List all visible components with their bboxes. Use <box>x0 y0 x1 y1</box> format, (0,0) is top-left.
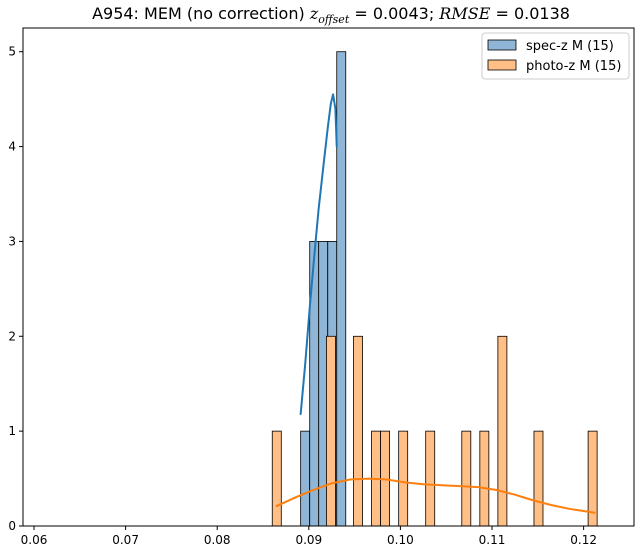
axes-layer: 0.06 0.07 0.08 0.09 0.10 0.11 0.12 0 1 2 3 4 5 <box>8 27 635 547</box>
title-rmse-symbol: RMSE <box>438 4 490 23</box>
kde-layer <box>275 93 596 514</box>
photo-z-bar-10 <box>533 430 544 527</box>
title-prefix: A954: MEM (no correction) <box>92 4 310 23</box>
photo-z-bar-9 <box>497 335 508 527</box>
plot-frame <box>22 27 635 527</box>
y-tick-label-3: 3 <box>8 234 16 248</box>
title-z-value: = 0.0043; <box>349 4 439 23</box>
chart-title: A954: MEM (no correction) zoffset = 0.00… <box>92 4 570 26</box>
photo-z-legend-swatch <box>487 59 517 71</box>
x-tick-label-1: 0.07 <box>112 533 139 547</box>
x-tick-label-2: 0.08 <box>204 533 231 547</box>
legend-box <box>481 32 630 80</box>
photo-z-bar-2 <box>353 335 363 527</box>
title-z-subscript: offset <box>318 13 350 26</box>
title-z-symbol: z <box>309 4 319 23</box>
x-tick-label-6: 0.12 <box>570 533 597 547</box>
photo-z-kde-line <box>275 477 596 514</box>
bars-layer <box>271 51 598 527</box>
y-tick-label-2: 2 <box>8 329 16 343</box>
y-tick-label-1: 1 <box>8 424 16 438</box>
x-tick-label-4: 0.10 <box>387 533 414 547</box>
photo-z-bar-8 <box>479 430 490 527</box>
y-tick-label-5: 5 <box>8 45 16 59</box>
legend: spec-z M (15) photo-z M (15) <box>481 32 630 80</box>
photo-z-bar-7 <box>461 430 472 527</box>
photo-z-bar-0 <box>271 430 282 527</box>
y-tick-label-4: 4 <box>8 140 16 154</box>
x-tick-label-3: 0.09 <box>295 533 322 547</box>
x-tick-label-0: 0.06 <box>21 533 48 547</box>
photo-z-bar-1 <box>325 335 336 527</box>
x-tick-label-5: 0.11 <box>479 533 506 547</box>
spec-z-bar-4 <box>336 51 347 527</box>
spec-z-legend-swatch <box>487 39 517 51</box>
photo-z-legend-label: photo-z M (15) <box>526 59 621 74</box>
spec-z-bar-0 <box>300 430 311 527</box>
spec-z-kde-line <box>299 93 338 416</box>
title-rmse-value: = 0.0138 <box>490 4 570 23</box>
photo-z-bar-5 <box>398 430 409 527</box>
spec-z-legend-label: spec-z M (15) <box>526 39 614 54</box>
y-tick-label-0: 0 <box>8 519 16 533</box>
photo-z-bar-6 <box>425 430 436 527</box>
